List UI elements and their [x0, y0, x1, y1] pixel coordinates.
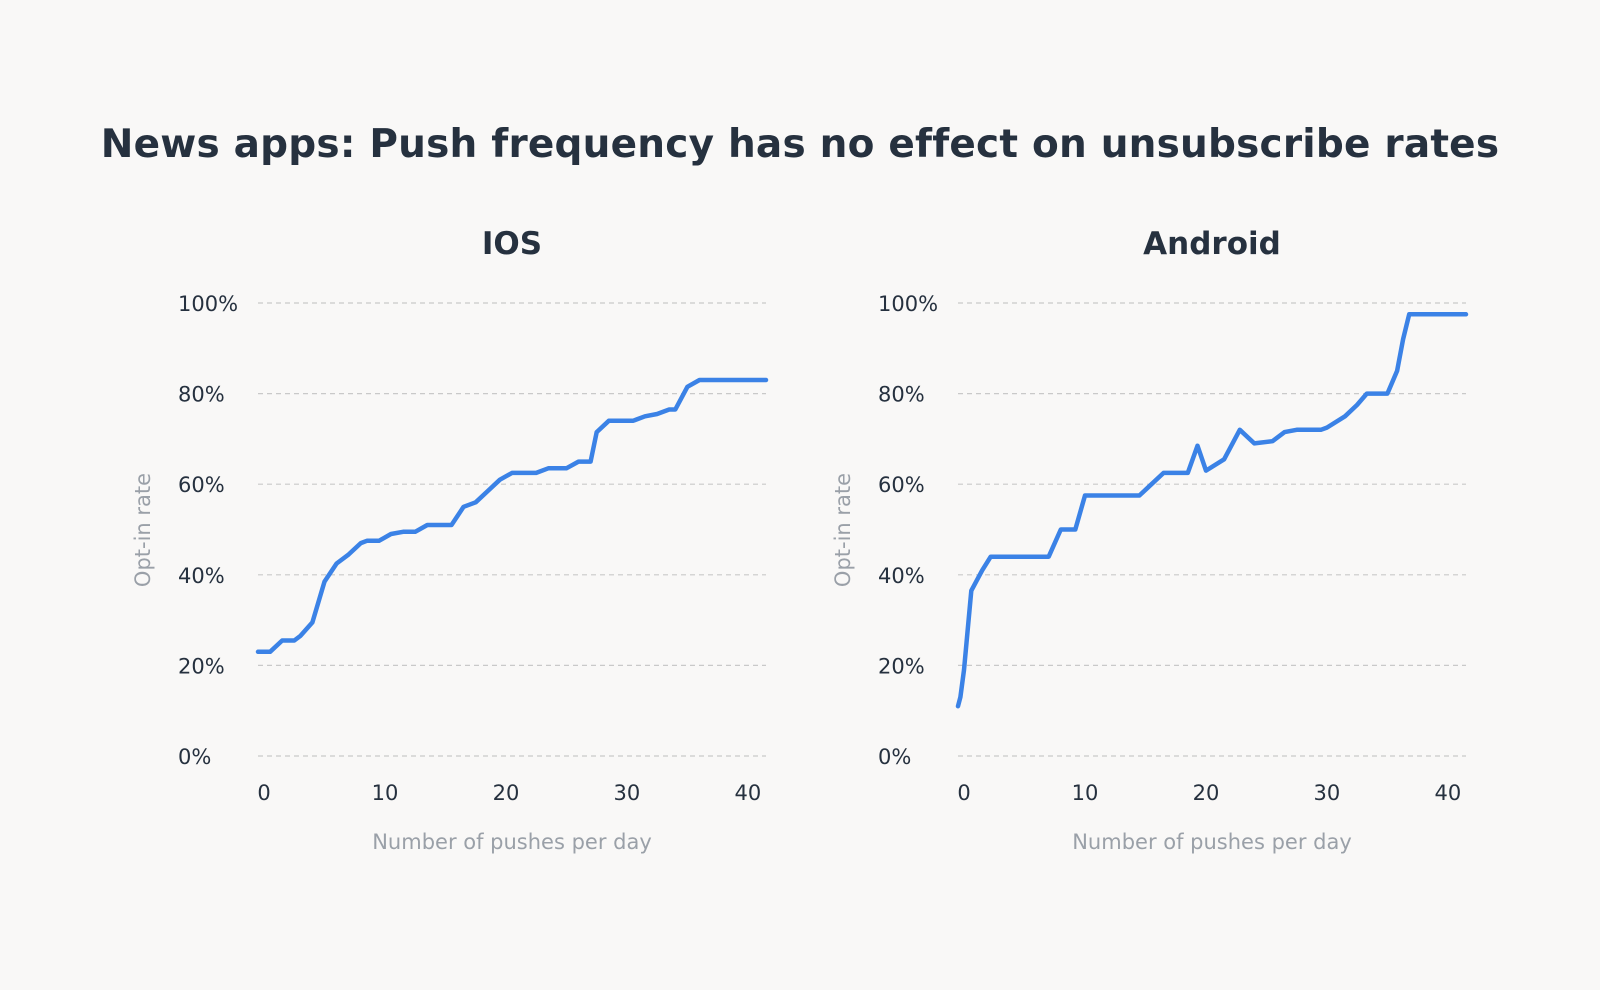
y-tick-label: 100% [878, 292, 938, 316]
x-tick-label: 30 [614, 781, 641, 805]
android-chart: Android 0% 20% 40% 60% 80% 100% 0 10 20 30 40 Opt… [831, 226, 1469, 854]
ios-series-line [255, 377, 769, 655]
y-tick-label: 60% [178, 473, 225, 497]
x-tick-label: 0 [957, 781, 970, 805]
y-tick-label: 40% [878, 564, 925, 588]
x-tick-label: 0 [257, 781, 270, 805]
grid-lines [258, 302, 766, 757]
page-title: News apps: Push frequency has no effect … [100, 122, 1500, 167]
x-tick-labels: 0 10 20 30 40 [257, 781, 761, 805]
y-tick-label: 100% [178, 292, 238, 316]
x-tick-label: 30 [1314, 781, 1341, 805]
y-tick-label: 40% [178, 564, 225, 588]
y-axis-label: Opt-in rate [831, 473, 855, 587]
x-tick-label: 10 [1072, 781, 1099, 805]
y-axis-label: Opt-in rate [131, 473, 155, 587]
y-tick-labels: 0% 20% 40% 60% 80% 100% [178, 292, 238, 769]
grid-lines [958, 302, 1466, 757]
y-tick-label: 0% [878, 745, 911, 769]
y-tick-label: 0% [178, 745, 211, 769]
y-tick-label: 80% [878, 383, 925, 407]
ios-chart: IOS 0% 20% 40% 60% 80% 100% 0 10 20 30 40 Opt-in … [131, 226, 769, 854]
x-tick-label: 10 [372, 781, 399, 805]
y-tick-label: 60% [878, 473, 925, 497]
y-tick-label: 20% [178, 654, 225, 678]
x-tick-label: 40 [734, 781, 761, 805]
android-series-line [955, 312, 1469, 709]
chart-title: Android [1143, 226, 1281, 262]
x-tick-label: 20 [493, 781, 520, 805]
y-tick-label: 20% [878, 654, 925, 678]
y-tick-labels: 0% 20% 40% 60% 80% 100% [878, 292, 938, 769]
x-tick-label: 20 [1193, 781, 1220, 805]
x-tick-label: 40 [1434, 781, 1461, 805]
x-axis-label: Number of pushes per day [372, 830, 652, 854]
chart-title: IOS [482, 226, 542, 262]
x-tick-labels: 0 10 20 30 40 [957, 781, 1461, 805]
y-tick-label: 80% [178, 383, 225, 407]
x-axis-label: Number of pushes per day [1072, 830, 1352, 854]
